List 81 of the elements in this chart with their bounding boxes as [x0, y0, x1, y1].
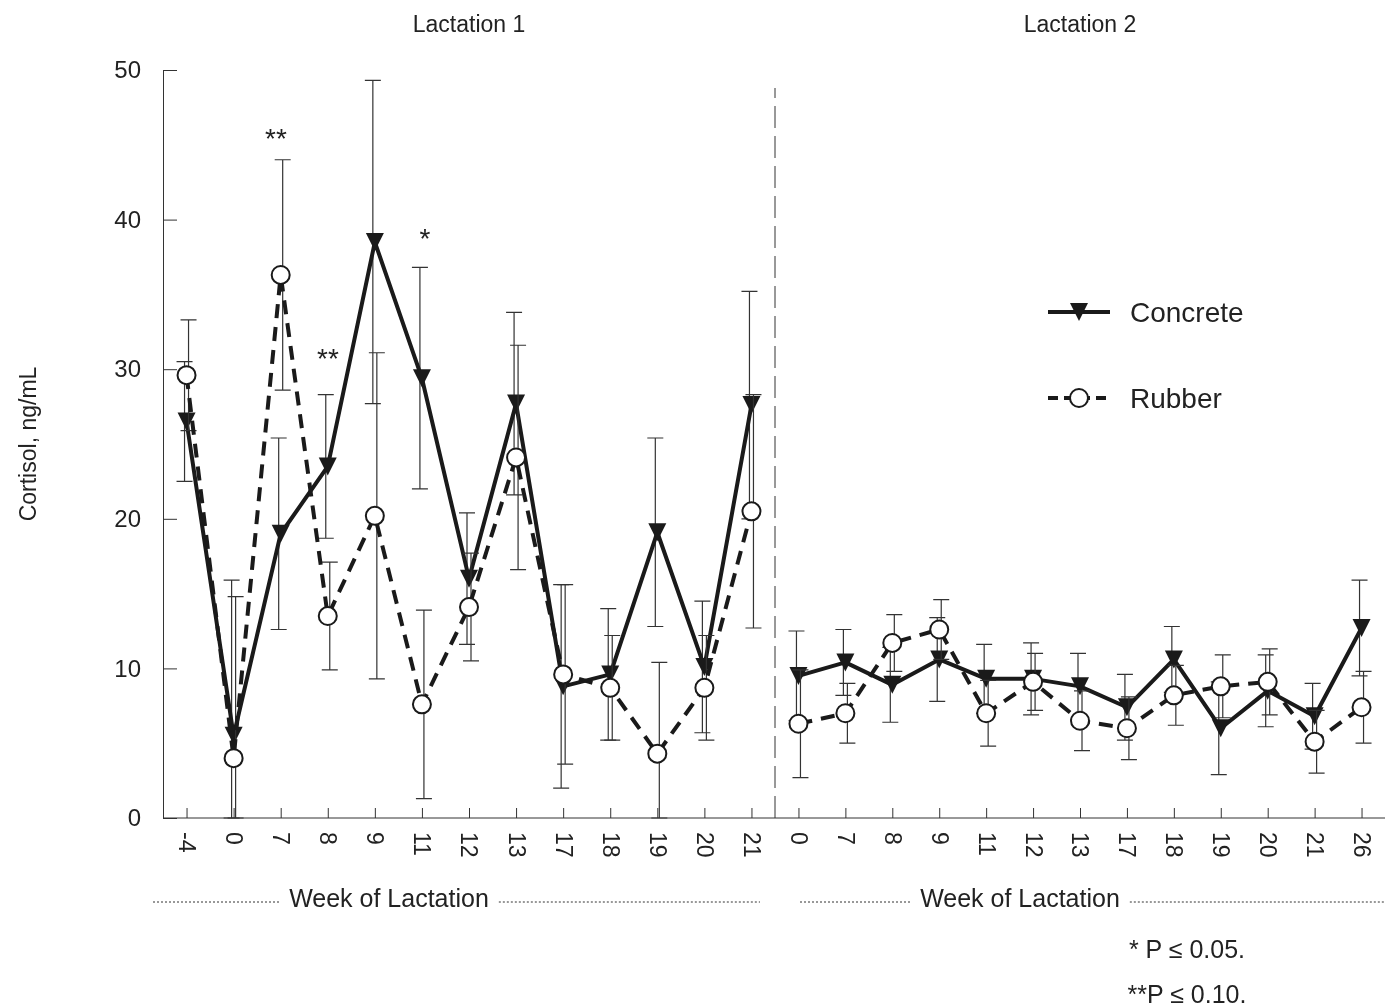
y-axis-title: Cortisol, ng/mL [15, 366, 41, 522]
point [883, 675, 902, 694]
legend-label: Concrete [1130, 297, 1244, 328]
point [412, 369, 431, 388]
x-tick-label: 13 [1067, 832, 1094, 858]
x-tick-label: 20 [1255, 832, 1282, 858]
point [1304, 731, 1325, 752]
point [648, 523, 667, 542]
x-tick-label: 20 [691, 832, 718, 858]
point [1163, 685, 1184, 706]
point [270, 264, 291, 285]
x-tick-label: 11 [973, 832, 1000, 856]
x-tick-label: 8 [315, 832, 342, 845]
x-tick-label: 26 [1348, 832, 1375, 858]
point [694, 677, 715, 698]
x-tick-label: 7 [268, 832, 295, 845]
point [506, 447, 527, 468]
y-tick-label: 40 [114, 205, 141, 233]
point [647, 743, 668, 764]
point [1352, 619, 1371, 638]
annotation: ** [265, 123, 287, 154]
x-tick-label: 9 [926, 832, 953, 845]
x-tick-label: 18 [597, 832, 624, 858]
point [1071, 677, 1089, 696]
x-tick-label: 18 [1161, 832, 1188, 858]
point [788, 713, 809, 734]
point [600, 677, 621, 698]
y-tick-label: 30 [114, 355, 141, 383]
point [976, 703, 997, 724]
point [882, 632, 903, 653]
point [742, 396, 761, 415]
x-tick-label: 12 [456, 832, 483, 858]
x-tick-label: 9 [362, 832, 389, 845]
x-tick-label: 0 [785, 832, 812, 845]
x-tick-label: 12 [1020, 832, 1047, 858]
x-tick-label: 11 [409, 832, 436, 856]
text: **P ≤ 0.10. [1127, 980, 1247, 1008]
x-tick-label: 17 [1114, 832, 1141, 858]
point [1211, 719, 1230, 738]
point [364, 505, 385, 526]
text: * P ≤ 0.05. [1128, 935, 1246, 963]
chart-title: Lactation 2 [1023, 11, 1137, 37]
x-tick-label: 21 [1302, 832, 1329, 858]
chart-title: Lactation 1 [412, 11, 526, 37]
point [1210, 676, 1231, 697]
x-tick-label: 19 [1208, 832, 1235, 858]
point [1070, 710, 1090, 731]
point [836, 653, 855, 672]
x-tick-label: 21 [738, 832, 765, 858]
point [223, 748, 244, 769]
point [929, 619, 950, 640]
point [1116, 718, 1137, 739]
y-tick-label: 50 [114, 56, 141, 84]
point [459, 597, 479, 618]
x-tick-label: 0 [221, 832, 248, 845]
point [553, 664, 574, 685]
annotation: * [419, 223, 431, 254]
point [176, 365, 197, 386]
x-tick-label: 19 [644, 832, 671, 858]
point [1257, 671, 1278, 692]
x-axis-title: Week of Lactation [289, 884, 489, 912]
point [365, 233, 384, 252]
point [317, 606, 338, 627]
legend-label: Rubber [1130, 383, 1222, 414]
point [411, 694, 432, 715]
x-tick-label: -4 [173, 832, 200, 853]
point [741, 501, 762, 522]
point [1164, 650, 1183, 669]
y-tick-label: 20 [114, 504, 141, 532]
point [977, 669, 996, 688]
x-tick-label: 17 [550, 832, 577, 858]
point [318, 457, 337, 476]
x-tick-label: 13 [503, 832, 530, 858]
x-tick-label: 8 [879, 832, 906, 845]
annotation: ** [317, 343, 339, 374]
point [835, 703, 856, 724]
point [271, 524, 290, 543]
point [1351, 697, 1372, 718]
y-tick-label: 10 [114, 654, 141, 682]
x-tick-label: 7 [832, 832, 859, 845]
x-axis-title: Week of Lactation [920, 884, 1120, 912]
